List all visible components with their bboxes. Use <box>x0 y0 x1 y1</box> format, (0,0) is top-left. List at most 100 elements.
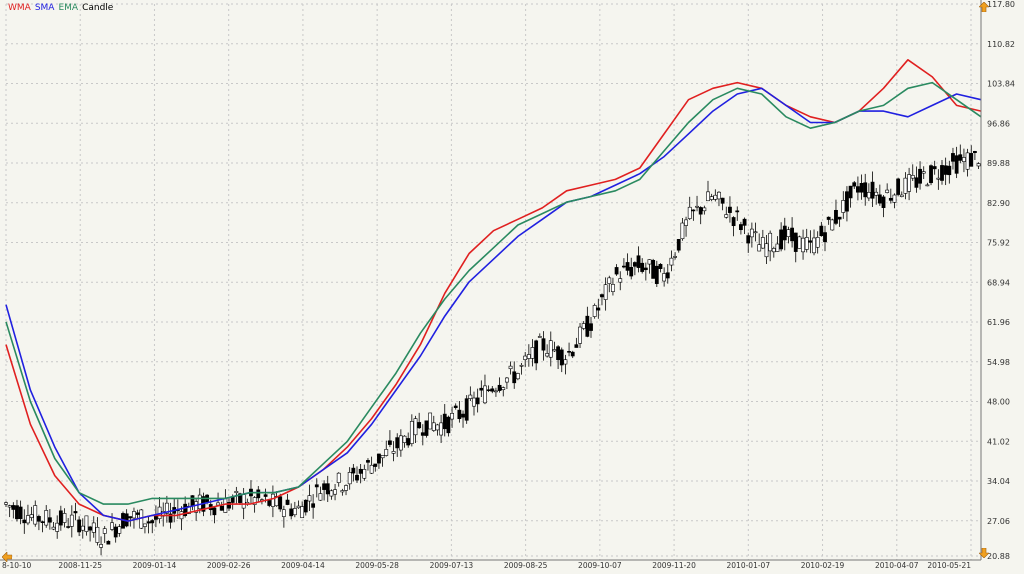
candle-body <box>951 153 955 162</box>
candle-body <box>874 191 879 196</box>
candle-body <box>377 453 381 464</box>
candle-body <box>567 351 571 353</box>
y-tick-label: 68.94 <box>987 278 1010 287</box>
legend-sma: SMA <box>34 3 55 13</box>
candle-body <box>289 508 294 517</box>
down-arrow-icon[interactable] <box>979 548 989 558</box>
candle-body <box>618 278 623 283</box>
candle-body <box>333 489 337 495</box>
up-arrow-icon[interactable] <box>979 2 989 12</box>
y-tick-label: 96.86 <box>987 119 1010 128</box>
candle-body <box>146 521 151 524</box>
candle-body <box>95 526 100 543</box>
candle-body <box>351 467 356 474</box>
candle-body <box>545 353 550 357</box>
candle-body <box>428 412 433 430</box>
candle-body <box>622 265 626 268</box>
candle-body <box>453 405 458 408</box>
candle-body <box>826 216 831 220</box>
candle-body <box>4 502 8 505</box>
candle-body <box>26 515 30 524</box>
candle-body <box>669 257 674 266</box>
candle-body <box>841 200 846 213</box>
left-arrow-icon[interactable] <box>2 552 12 562</box>
y-tick-label: 61.96 <box>987 318 1010 327</box>
candle-body <box>556 346 560 361</box>
candle-body <box>230 496 235 503</box>
candle-body <box>424 420 429 436</box>
candle-body <box>7 505 12 508</box>
candle-body <box>336 472 341 483</box>
candle-body <box>285 499 290 505</box>
candle-body <box>435 424 440 431</box>
moving-average-lines <box>5 59 982 522</box>
candle-body <box>541 338 546 351</box>
candle-body <box>150 520 155 524</box>
candle-body <box>680 222 685 240</box>
candle-body <box>29 514 34 518</box>
candle-body <box>965 152 970 170</box>
candle-body <box>771 248 776 253</box>
candle-body <box>976 163 981 167</box>
x-tick-label: 2009-08-25 <box>504 561 548 570</box>
y-tick-label: 82.90 <box>987 199 1010 208</box>
candle-body <box>37 516 41 522</box>
candle-body <box>256 489 261 499</box>
candle-body <box>329 490 334 497</box>
candle-body <box>344 485 348 491</box>
candle-body <box>702 207 707 212</box>
candle-body <box>625 262 630 271</box>
candle-body <box>88 526 92 531</box>
candle-body <box>658 263 663 269</box>
candle-body <box>439 422 443 436</box>
candle-body <box>856 186 860 193</box>
candle-body <box>808 240 813 243</box>
candle-body <box>724 214 729 218</box>
candle-body <box>322 483 326 490</box>
candle-body <box>483 385 487 404</box>
candle-body <box>80 525 85 531</box>
candle-body <box>362 469 367 479</box>
candle-body <box>877 194 882 204</box>
candle-body <box>779 229 784 250</box>
candle-body <box>614 267 619 275</box>
candle-body <box>563 359 568 365</box>
candle-body <box>698 207 703 215</box>
candle-body <box>739 224 743 231</box>
candle-body <box>311 503 316 508</box>
candle-body <box>417 422 422 429</box>
candle-body <box>537 336 542 338</box>
candle-body <box>464 398 469 421</box>
candle-body <box>804 237 809 250</box>
candle-body <box>234 490 239 493</box>
x-tick-label: 2009-02-26 <box>207 561 251 570</box>
candle-body <box>519 364 524 367</box>
candle-body <box>241 494 246 509</box>
y-tick-label: 41.02 <box>987 437 1010 446</box>
x-tick-label: 2010-02-19 <box>801 561 845 570</box>
y-tick-label: 48.00 <box>987 398 1010 407</box>
x-tick-label: 2010-01-07 <box>727 561 771 570</box>
y-tick-label: 75.92 <box>987 239 1010 248</box>
candle-body <box>501 387 506 390</box>
candle-body <box>969 153 974 167</box>
candle-body <box>918 168 922 184</box>
candle-body <box>113 526 118 538</box>
y-tick-label: 117.80 <box>987 0 1015 9</box>
candle-body <box>505 377 509 383</box>
candle-body <box>801 237 805 253</box>
candle-body <box>216 502 220 506</box>
candle-body <box>526 354 531 359</box>
candle-body <box>457 409 462 420</box>
candle-body <box>632 262 637 267</box>
candle-body <box>973 151 977 153</box>
candle-body <box>135 512 140 515</box>
x-tick-label: 2009-04-14 <box>281 561 325 570</box>
candle-body <box>58 510 63 526</box>
candle-body <box>790 227 794 242</box>
y-tick-label: 34.04 <box>987 477 1010 486</box>
candle-body <box>22 519 27 524</box>
candle-body <box>954 155 959 174</box>
